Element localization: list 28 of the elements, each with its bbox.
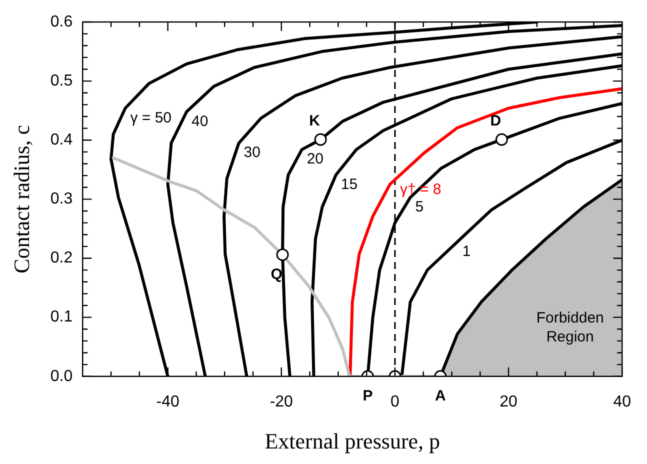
y-tick-label: 0.3 — [50, 190, 73, 208]
y-tick-label: 0.1 — [50, 308, 73, 326]
series-label: 1 — [462, 242, 471, 260]
series-label: 15 — [340, 176, 358, 194]
series-label: 5 — [415, 198, 424, 216]
series-label: D — [490, 112, 502, 130]
y-tick-label: 0.4 — [50, 132, 73, 149]
annotation: Forbidden Region — [536, 310, 604, 346]
x-tick-label: -40 — [156, 393, 180, 410]
x-axis-title: External pressure, p — [264, 428, 440, 454]
y-tick-label: 0.2 — [50, 250, 73, 267]
x-tick-label: 20 — [500, 393, 518, 410]
y-tick-label: 0.0 — [50, 368, 73, 385]
x-tick-label: -20 — [270, 393, 294, 410]
series-label: 20 — [306, 150, 324, 168]
y-tick-label: 0.6 — [50, 13, 73, 30]
series-label: 30 — [244, 144, 260, 162]
x-tick-label: 40 — [613, 393, 632, 410]
y-axis-title: Contact radius, c — [8, 124, 34, 274]
series-label: γ† = 8 — [400, 180, 442, 198]
series-label: A — [434, 388, 446, 405]
y-tick-label: 0.5 — [50, 72, 73, 90]
x-tick-label: 0 — [390, 393, 400, 410]
series-label: 40 — [192, 112, 208, 130]
series-label: γ = 50 — [130, 109, 172, 126]
series-label: P — [362, 388, 373, 405]
series-label: Q — [270, 266, 283, 283]
series-label: K — [309, 112, 320, 130]
